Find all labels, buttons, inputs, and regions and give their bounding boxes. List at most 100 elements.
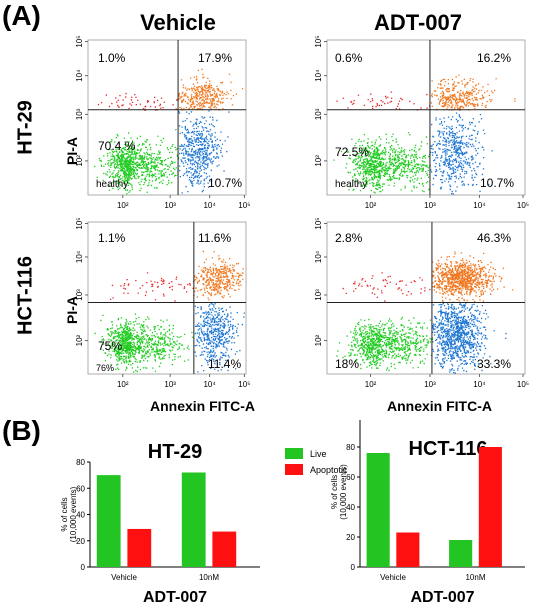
- quadrant-label-late-apoptotic: 16.2%: [477, 51, 511, 65]
- bar-chart-figure: HT-29 0 20 40 60 80 % of cells (10,000 events) V…: [60, 420, 525, 606]
- flow-plot-4: 10² 10³ 10⁴ 10⁵ 10² 10³ 10⁴ 10⁵ 2.8% 46.3% 18% 33.3…: [314, 217, 529, 389]
- quadrant-label-necrotic: 0.6%: [335, 51, 363, 65]
- flow-plot-2: 10² 10³ 10⁴ 10⁵ 10² 10³ 10⁴ 10⁵ 0.6% 16.2% 72.5% 10…: [314, 35, 529, 210]
- event-dots: [336, 91, 431, 111]
- y-axis-label: % of cells: [330, 475, 339, 509]
- quadrant-label-live: 70.4 %: [98, 139, 136, 153]
- x-tick-label: 10⁵: [238, 201, 250, 210]
- y-tick-label: 10³: [314, 108, 323, 120]
- x-axis-label: ADT-007: [143, 589, 207, 606]
- column-title-vehicle: Vehicle: [140, 10, 216, 35]
- bar-apoptotic: [212, 531, 237, 567]
- y-tick-label: 10²: [314, 334, 323, 346]
- y-tick-label: 10²: [314, 155, 323, 167]
- bar-live: [449, 540, 473, 567]
- quadrant-label-late-apoptotic: 17.9%: [198, 51, 232, 65]
- y-tick-label: 10⁵: [314, 35, 323, 47]
- y-tick-label: 10⁴: [314, 69, 323, 82]
- quadrant-label-early-apoptotic: 33.3%: [477, 357, 511, 371]
- x-tick-label: 10⁴: [203, 380, 216, 389]
- bar-live: [181, 472, 206, 567]
- x-axis-label-left: Annexin FITC-A: [150, 398, 255, 414]
- extra-label: healthy: [96, 179, 128, 190]
- y-tick-label: 40: [346, 503, 355, 512]
- event-dots: [94, 313, 194, 373]
- quadrant-label-early-apoptotic: 11.4%: [208, 357, 241, 371]
- quadrant-label-late-apoptotic: 11.6%: [198, 231, 231, 245]
- x-tick-label: 10²: [117, 380, 129, 389]
- x-tick-label: 10⁴: [473, 380, 486, 389]
- flow-plot-3: 10² 10³ 10⁴ 10⁵ 10² 10³ 10⁴ 10⁵ 1.1% 11.6% 75% 11.4…: [75, 217, 251, 389]
- quadrant-label-early-apoptotic: 10.7%: [480, 176, 514, 190]
- quadrant-label-necrotic: 1.1%: [98, 231, 126, 245]
- x-axis-label: ADT-007: [410, 589, 474, 606]
- x-tick-label: 10²: [365, 201, 377, 210]
- x-tick-label: 10⁵: [238, 380, 250, 389]
- y-tick-label: 10⁵: [75, 217, 84, 229]
- y-tick-label: 100: [342, 420, 356, 422]
- event-dots: [430, 112, 493, 195]
- event-dots: [194, 303, 245, 373]
- x-tick-label: Vehicle: [111, 573, 137, 582]
- y-tick-label: 60: [76, 484, 85, 493]
- y-tick-label: 10⁴: [314, 250, 323, 263]
- x-tick-label: 10nM: [465, 573, 485, 582]
- legend-label-live: Live: [310, 449, 327, 459]
- y-tick-label: 40: [76, 511, 85, 520]
- y-tick-label: 10⁴: [75, 250, 84, 263]
- bar-chart-title: HT-29: [148, 441, 202, 463]
- x-tick-label: 10²: [365, 380, 377, 389]
- y-tick-label: 10⁴: [75, 69, 84, 82]
- x-tick-label: 10⁴: [203, 201, 216, 210]
- quadrant-label-live: 75%: [98, 339, 122, 353]
- bar-live: [366, 453, 390, 567]
- plot-frame: [87, 39, 247, 196]
- y-tick-label: 10⁵: [314, 217, 323, 229]
- panel-label-a: (A): [2, 0, 41, 31]
- y-tick-label: 0: [351, 563, 356, 572]
- x-tick-label: 10³: [424, 201, 436, 210]
- bar-chart-title: HCT-116: [409, 438, 488, 460]
- y-tick-label: 10³: [314, 289, 323, 301]
- bar-live: [96, 475, 121, 567]
- bar-apoptotic: [396, 532, 420, 567]
- bar-apoptotic: [478, 447, 502, 567]
- y-tick-label: 80: [346, 443, 355, 452]
- x-tick-label: 10³: [164, 380, 176, 389]
- extra-label: 76%: [96, 363, 114, 373]
- y-tick-label: 20: [76, 537, 85, 546]
- y-tick-label: 10⁵: [75, 35, 84, 47]
- flow-plot-1: 10² 10³ 10⁴ 10⁵ 10² 10³ 10⁴ 10⁵ 1.0% 17.9% 70.4 % 1…: [75, 35, 251, 210]
- quadrant-label-live: 72.5%: [335, 145, 369, 159]
- x-tick-label: 10⁵: [517, 201, 529, 210]
- extra-label: healthy: [335, 179, 367, 190]
- panel-label-b: (B): [2, 415, 41, 446]
- y-tick-label: 10³: [75, 108, 84, 120]
- event-dots: [430, 74, 516, 111]
- bar-chart-2: HCT-116 0 20 40 60 80 100 % of cells(10,000 eve…: [330, 420, 525, 606]
- y-tick-label: 10³: [75, 289, 84, 301]
- event-dots: [178, 68, 244, 111]
- legend-label-apoptotic: Apoptotic: [310, 465, 348, 475]
- x-axis-label-right: Annexin FITC-A: [387, 398, 492, 414]
- x-tick-label: 10³: [424, 380, 436, 389]
- event-dots: [333, 132, 431, 194]
- event-dots: [432, 251, 514, 304]
- plot-frame: [326, 39, 526, 196]
- event-dots: [97, 92, 179, 111]
- y-tick-label: 0: [81, 563, 86, 572]
- x-tick-label: 10⁴: [473, 201, 486, 210]
- column-title-adt007: ADT-007: [373, 10, 463, 35]
- event-dots: [94, 129, 180, 195]
- y-tick-label: 10²: [75, 334, 84, 346]
- y-axis-label: (10,000 events): [339, 464, 348, 520]
- event-dots: [432, 302, 507, 374]
- y-tick-label: 20: [346, 533, 355, 542]
- x-tick-label: 10⁵: [517, 380, 529, 389]
- legend-swatch-live: [285, 448, 303, 459]
- flow-cytometry-figure: 10² 10³ 10⁴ 10⁵ 10² 10³ 10⁴ 10⁵ 1.0% 17.9% 70.4 % 1…: [75, 35, 529, 389]
- x-tick-label: 10³: [164, 201, 176, 210]
- event-dots: [178, 110, 230, 194]
- event-dots: [109, 272, 195, 302]
